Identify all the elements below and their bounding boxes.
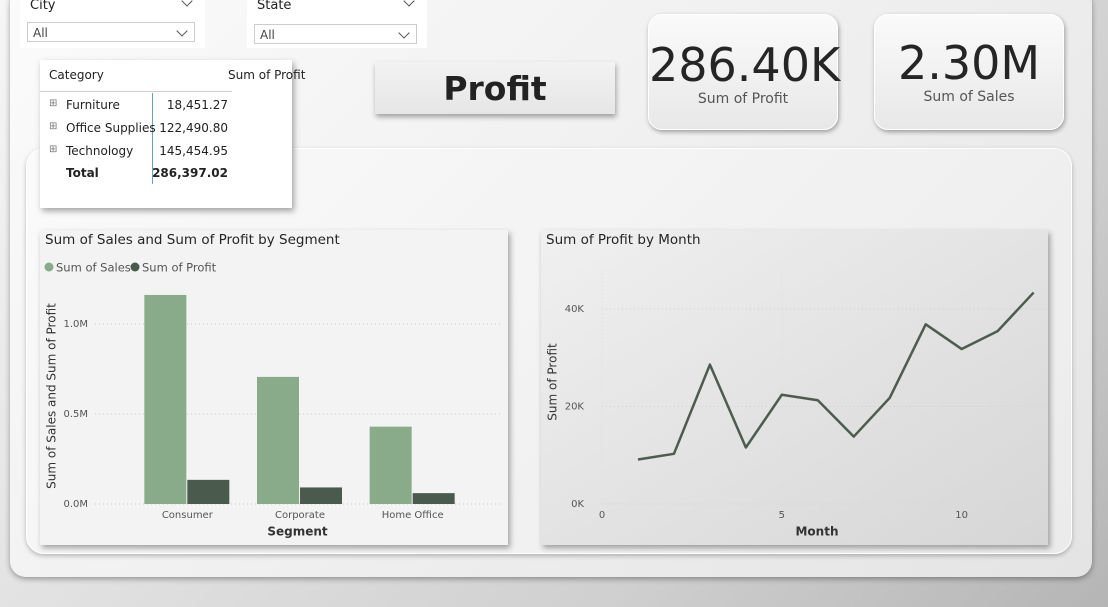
x-tick-label: 10	[955, 510, 968, 521]
table-cell: 122,490.80	[159, 121, 228, 135]
y-tick-label: 20K	[565, 402, 585, 413]
chart-title: Sum of Profit by Month	[546, 232, 701, 248]
table-total: Total	[66, 166, 99, 180]
bar	[412, 493, 455, 504]
table-header-text: Sum of Profit	[228, 68, 306, 82]
x-tick-label: Consumer	[162, 510, 214, 521]
legend-marker	[44, 262, 54, 272]
slicer-label: City	[30, 0, 56, 13]
slicer-dropdown[interactable]: All	[27, 22, 195, 42]
table-cell: Office Supplies	[66, 121, 156, 135]
expand-icon[interactable]: ⊞	[49, 144, 58, 155]
expand-icon[interactable]: ⊞	[49, 121, 58, 132]
line-visual	[541, 230, 1048, 545]
legend-label: Sum of Profit	[142, 261, 217, 275]
chart-title: Sum of Sales and Sum of Profit by Segmen…	[45, 232, 340, 248]
kpi-card: 286.40K Sum of Profit	[648, 14, 841, 130]
table-cell: 18,451.27	[166, 98, 228, 112]
slicer-value: All	[33, 26, 48, 40]
table-cell: Furniture	[66, 98, 120, 112]
kpi-label: Sum of Profit	[697, 91, 789, 107]
bar	[187, 479, 230, 504]
x-axis-title: Segment	[267, 525, 328, 539]
y-tick-label: 0.5M	[63, 409, 88, 420]
header-rule	[40, 91, 232, 92]
city-slicer[interactable]: City All	[20, 0, 205, 48]
slicer-value: All	[260, 28, 275, 42]
y-tick-label: 0.0M	[63, 499, 88, 510]
legend-label: Sum of Sales	[56, 261, 131, 275]
table-cell: 145,454.95	[159, 144, 228, 158]
kpi-value: 2.30M	[897, 36, 1041, 90]
table-cell: Technology	[66, 144, 134, 158]
bar	[257, 376, 299, 504]
bar	[369, 426, 412, 504]
x-axis-title: Month	[795, 525, 838, 539]
x-tick-label: Home Office	[382, 510, 444, 521]
y-tick-label: 0K	[571, 499, 584, 510]
kpi-card: 2.30M Sum of Sales	[874, 14, 1064, 130]
kpi-label: Sum of Sales	[923, 89, 1015, 105]
state-slicer[interactable]: State All	[247, 0, 427, 48]
bar	[144, 294, 187, 504]
bar	[300, 487, 342, 504]
kpi-value: 286.40K	[649, 38, 841, 92]
slicer-label: State	[257, 0, 292, 13]
column-rule	[152, 93, 153, 184]
table-header: Category	[49, 68, 104, 82]
y-tick-label: 1.0M	[63, 319, 88, 330]
legend-marker	[130, 262, 140, 272]
profit-table: Category Sum of Profit ⊞ Furniture 18,45…	[40, 60, 305, 208]
page-title: Profit	[375, 62, 615, 114]
x-tick-label: 5	[779, 510, 785, 521]
x-tick-label: 0	[599, 510, 605, 521]
table-total: 286,397.02	[152, 166, 228, 180]
slicer-dropdown[interactable]: All	[254, 24, 417, 44]
y-axis-title: Sum of Sales and Sum of Profit	[45, 303, 59, 489]
table-header: Sum of Profit	[228, 68, 305, 82]
y-tick-label: 40K	[565, 304, 585, 315]
expand-icon[interactable]: ⊞	[49, 98, 58, 109]
y-axis-title: Sum of Profit	[546, 343, 560, 421]
line	[637, 291, 1035, 461]
x-tick-label: Corporate	[275, 510, 325, 521]
